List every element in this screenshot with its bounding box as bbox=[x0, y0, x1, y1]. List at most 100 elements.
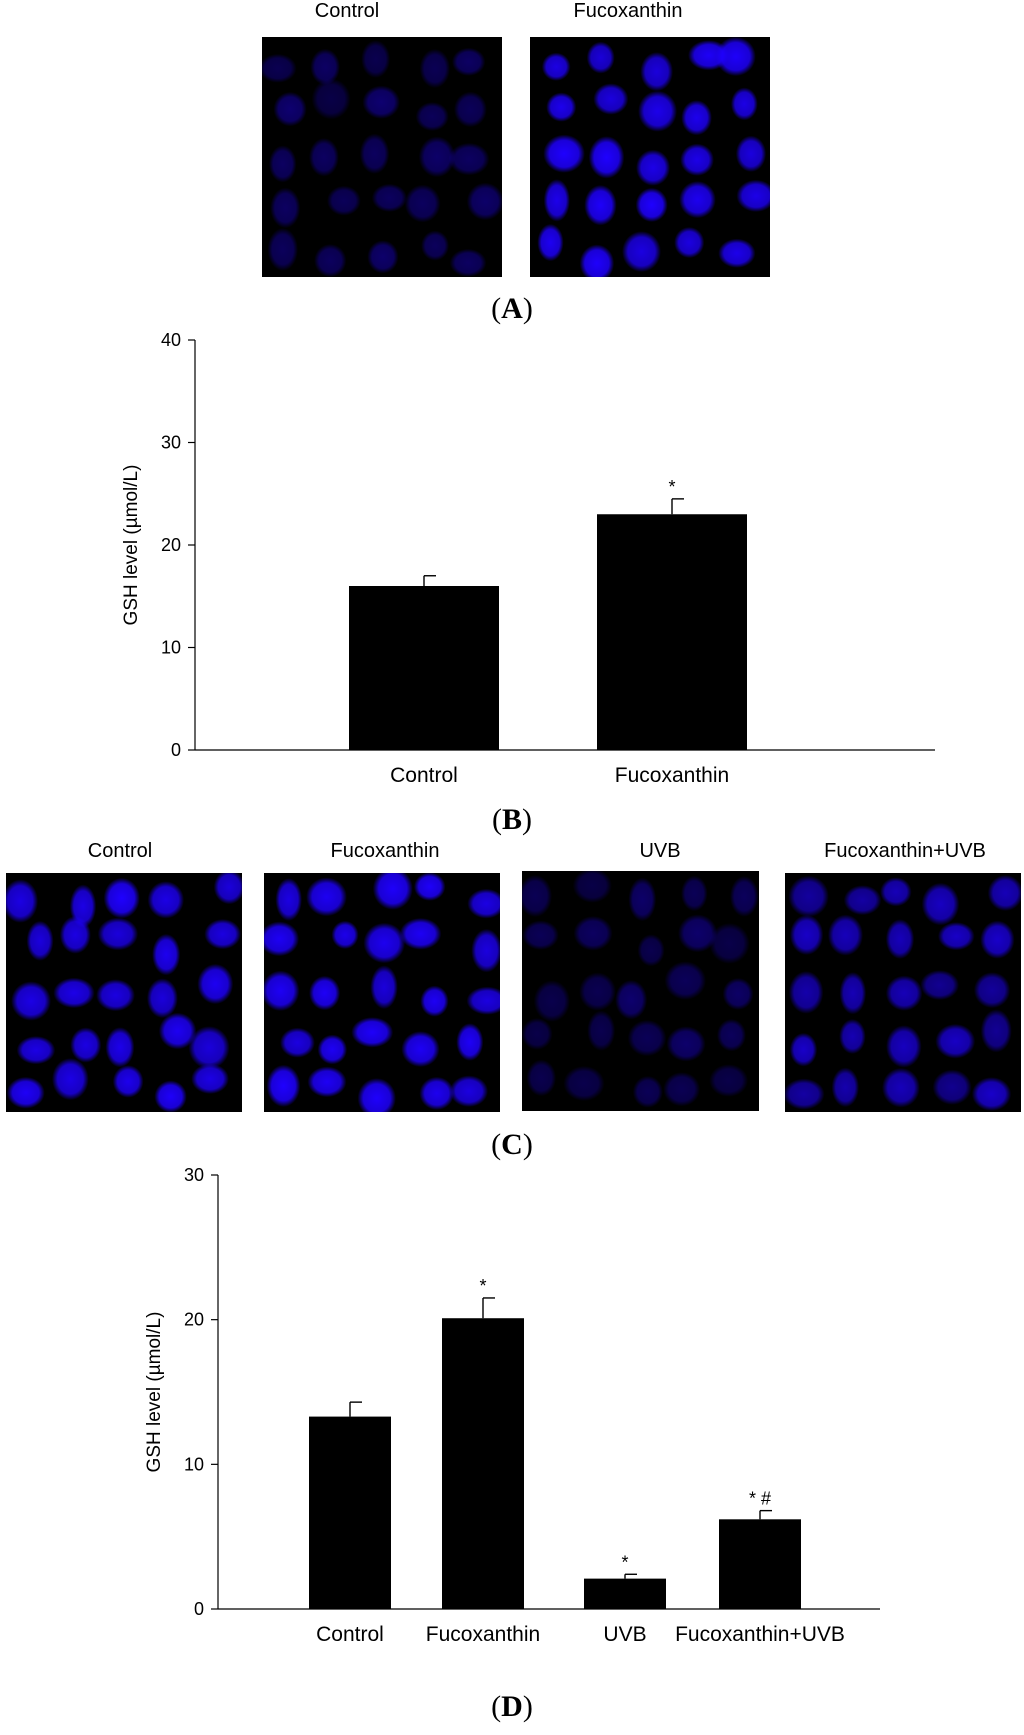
y-tick-label: 30 bbox=[184, 1165, 204, 1185]
nucleus bbox=[679, 181, 716, 219]
nucleus bbox=[11, 981, 51, 1021]
bar bbox=[442, 1318, 524, 1609]
nucleus bbox=[716, 1018, 746, 1052]
nucleus bbox=[736, 179, 770, 213]
nucleus bbox=[361, 40, 391, 79]
significance-marker: * bbox=[479, 1276, 486, 1296]
nucleus bbox=[663, 1072, 701, 1107]
panel-c-letter: (C) bbox=[491, 1128, 533, 1161]
bar bbox=[309, 1416, 391, 1609]
nucleus bbox=[317, 1034, 348, 1065]
nucleus bbox=[331, 920, 359, 950]
nucleus bbox=[921, 882, 960, 926]
nucleus bbox=[371, 183, 407, 212]
nucleus bbox=[421, 230, 450, 261]
nucleus bbox=[637, 934, 665, 967]
nucleus bbox=[971, 1077, 1012, 1111]
nucleus bbox=[26, 920, 54, 961]
nucleus bbox=[314, 243, 347, 277]
nucleus bbox=[932, 1069, 972, 1105]
bar-group: * UVB bbox=[584, 1552, 666, 1646]
nucleus bbox=[718, 238, 756, 268]
nucleus bbox=[372, 873, 413, 910]
x-tick-label: Fucoxanthin+UVB bbox=[675, 1623, 845, 1646]
nucleus bbox=[729, 875, 759, 917]
nucleus bbox=[456, 1023, 484, 1061]
nucleus bbox=[537, 223, 564, 262]
nucleus bbox=[522, 874, 553, 918]
panel-a-label-fucoxanthin: Fucoxanthin bbox=[573, 0, 683, 22]
nucleus bbox=[584, 184, 617, 226]
nucleus bbox=[843, 885, 882, 916]
nucleus bbox=[418, 136, 456, 178]
nucleus bbox=[449, 1075, 489, 1107]
nucleus bbox=[59, 915, 91, 954]
nucleus bbox=[359, 133, 390, 174]
x-tick-label: UVB bbox=[603, 1623, 646, 1646]
significance-marker: * bbox=[621, 1552, 628, 1572]
nucleus bbox=[280, 1027, 315, 1058]
bar-group: * Fucoxanthin bbox=[426, 1276, 540, 1646]
nucleus bbox=[541, 52, 571, 81]
nucleus bbox=[674, 226, 705, 259]
nucleus bbox=[152, 933, 181, 976]
micrograph-c-fucoxanthin bbox=[264, 873, 500, 1112]
nucleus bbox=[789, 1032, 818, 1067]
nucleus bbox=[715, 37, 756, 77]
nucleus bbox=[267, 227, 299, 271]
nucleus bbox=[586, 41, 615, 74]
panel-a-letter: (A) bbox=[491, 292, 533, 325]
nucleus bbox=[593, 83, 629, 115]
nucleus bbox=[730, 87, 758, 121]
micrograph-c-uvb bbox=[522, 871, 759, 1111]
nucleus bbox=[370, 965, 398, 1010]
nucleus bbox=[451, 47, 486, 76]
x-tick-label: Control bbox=[316, 1623, 384, 1646]
nucleus bbox=[367, 240, 399, 274]
nucleus bbox=[579, 972, 616, 1011]
micrograph-c-control bbox=[6, 873, 242, 1112]
bar-group: * # Fucoxanthin+UVB bbox=[675, 1489, 845, 1646]
nucleus bbox=[839, 1018, 866, 1054]
nucleus bbox=[722, 977, 754, 1010]
nucleus bbox=[973, 972, 1011, 1009]
nucleus bbox=[827, 914, 864, 956]
nucleus bbox=[363, 922, 406, 964]
nucleus bbox=[886, 1025, 922, 1068]
nucleus bbox=[543, 134, 585, 173]
nucleus bbox=[6, 879, 39, 923]
nucleus bbox=[622, 231, 661, 273]
nucleus bbox=[640, 52, 674, 92]
nucleus bbox=[709, 923, 750, 964]
nucleus bbox=[709, 1064, 749, 1097]
nucleus bbox=[788, 875, 829, 918]
nucleus bbox=[96, 979, 135, 1012]
nucleus bbox=[980, 1009, 1012, 1053]
nucleus bbox=[831, 1067, 860, 1108]
nucleus bbox=[635, 149, 671, 186]
nucleus bbox=[635, 187, 668, 223]
y-tick-label: 0 bbox=[171, 740, 181, 760]
nucleus bbox=[448, 142, 490, 176]
nucleus bbox=[103, 877, 140, 919]
nucleus bbox=[309, 137, 339, 177]
nucleus bbox=[588, 136, 625, 179]
nucleus bbox=[420, 985, 449, 1017]
nucleus bbox=[262, 53, 297, 83]
nucleus bbox=[270, 187, 301, 229]
nucleus bbox=[404, 184, 441, 223]
nucleus bbox=[147, 881, 185, 919]
nucleus bbox=[937, 922, 975, 951]
nucleus bbox=[362, 85, 400, 119]
nucleus bbox=[839, 972, 867, 1015]
nucleus bbox=[357, 1078, 396, 1112]
nucleus bbox=[467, 888, 500, 919]
nucleus bbox=[105, 1027, 135, 1068]
nucleus bbox=[326, 185, 361, 216]
nucleus bbox=[471, 928, 500, 973]
nucleus bbox=[543, 179, 570, 222]
nucleus bbox=[880, 877, 912, 907]
nucleus bbox=[587, 1010, 616, 1051]
nucleus bbox=[6, 1076, 45, 1109]
nucleus bbox=[935, 1023, 976, 1059]
